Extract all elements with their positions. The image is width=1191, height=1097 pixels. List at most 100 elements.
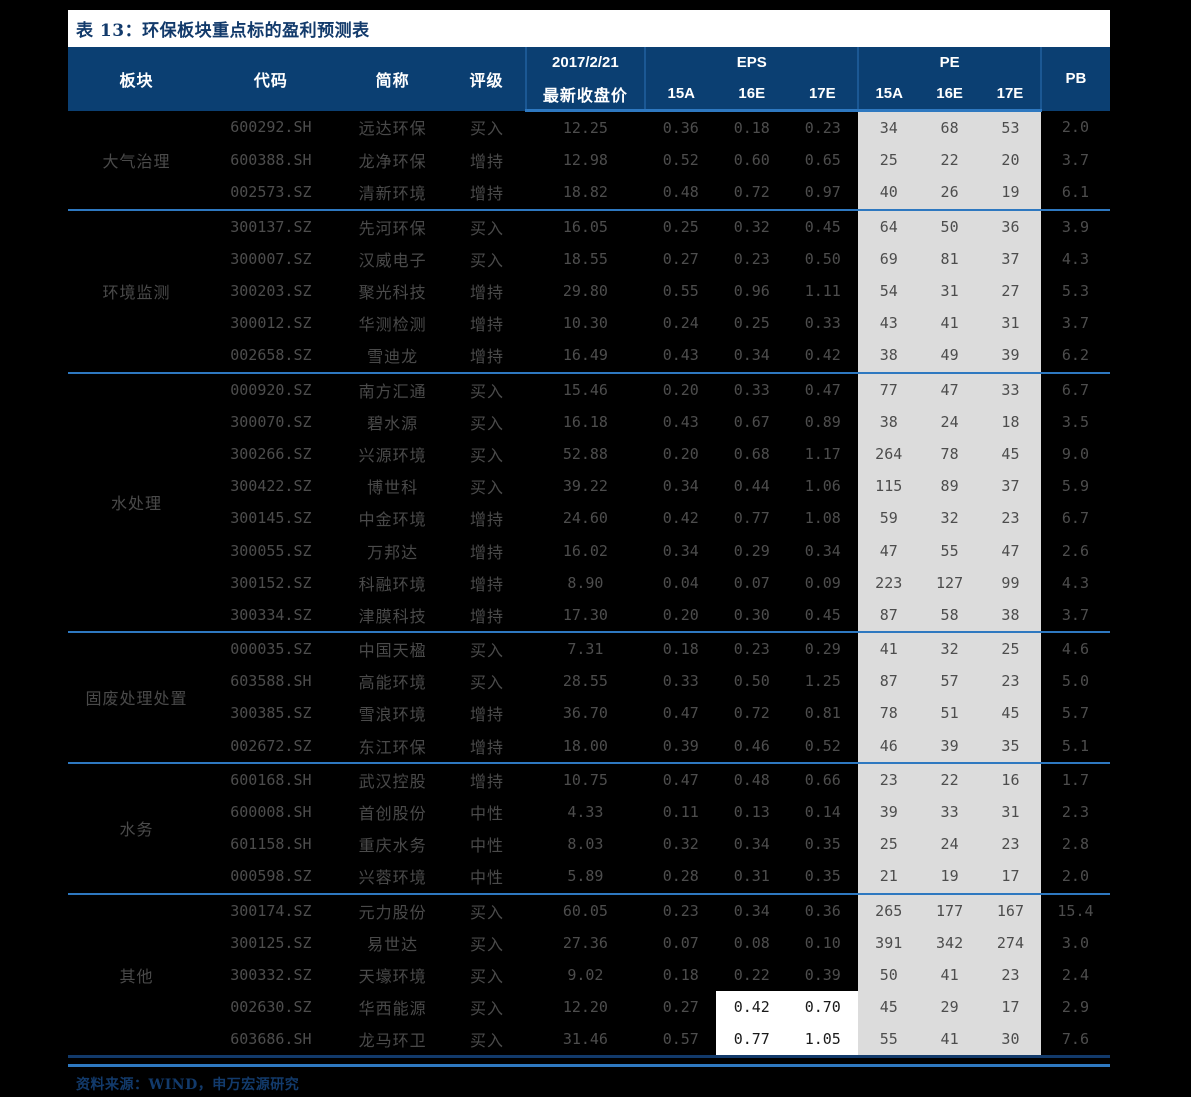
table-row: 300125.SZ 易世达 买入 27.36 0.07 0.08 0.10 391 342 274…	[68, 926, 1110, 959]
cell-rating: 买入	[448, 1023, 526, 1059]
cell-price: 10.30	[525, 307, 646, 340]
cell-eps-15a: 0.18	[645, 958, 717, 992]
cell-rating: 买入	[448, 991, 526, 1024]
cell-pb: 6.2	[1040, 339, 1110, 374]
cell-code: 002672.SZ	[204, 729, 337, 764]
cell-pe-17e: 30	[980, 1023, 1041, 1059]
cell-short-name: 科融环境	[336, 566, 449, 599]
cell-pe-15a: 45	[858, 991, 920, 1024]
table-row: 300334.SZ 津膜科技 增持 17.30 0.20 0.30 0.45 87 58 38 3.…	[68, 598, 1110, 634]
cell-pe-17e: 23	[980, 958, 1041, 992]
cell-pe-17e: 47	[980, 534, 1041, 567]
cell-pb: 5.1	[1040, 729, 1110, 764]
cell-eps-17e: 1.08	[787, 502, 859, 535]
cell-eps-16e: 0.72	[716, 176, 788, 211]
cell-short-name: 远达环保	[336, 110, 449, 145]
cell-eps-15a: 0.20	[645, 437, 717, 471]
cell-pb: 2.0	[1040, 860, 1110, 895]
cell-price: 27.36	[525, 926, 646, 959]
cell-price: 12.98	[525, 144, 646, 177]
cell-eps-17e: 0.39	[787, 958, 859, 992]
cell-code: 000920.SZ	[204, 372, 337, 406]
cell-eps-17e: 0.34	[787, 534, 859, 567]
cell-pe-15a: 59	[858, 502, 920, 535]
page-title: 表 13：环保板块重点标的盈利预测表	[76, 21, 370, 41]
cell-rating: 买入	[448, 372, 526, 406]
cell-rating: 买入	[448, 470, 526, 503]
table-row: 水处理 000920.SZ 南方汇通 买入 15.46 0.20 0.33 0.47 77 47 3…	[68, 372, 1110, 633]
cell-code: 300332.SZ	[204, 958, 337, 992]
cell-pb: 3.7	[1040, 307, 1110, 340]
table-row: 300145.SZ 中金环境 增持 24.60 0.42 0.77 1.08 59 32 23 6.…	[68, 502, 1110, 535]
cell-pe-17e: 16	[980, 762, 1041, 796]
cell-pe-17e: 19	[980, 176, 1041, 211]
cell-eps-17e: 0.42	[787, 339, 859, 374]
cell-pe-16e: 39	[919, 729, 981, 764]
cell-pe-17e: 27	[980, 274, 1041, 308]
cell-pe-15a: 41	[858, 632, 920, 666]
cell-price: 5.89	[525, 860, 646, 895]
cell-code: 603588.SH	[204, 665, 337, 698]
cell-pe-16e: 41	[919, 307, 981, 340]
cell-pe-15a: 78	[858, 697, 920, 730]
table-row: 大气治理 600292.SH 远达环保 买入 12.25 0.36 0.18 0.23 34 68…	[68, 110, 1110, 211]
cell-code: 300422.SZ	[204, 470, 337, 503]
cell-pe-15a: 55	[858, 1023, 920, 1059]
cell-pe-15a: 47	[858, 534, 920, 567]
cell-pe-16e: 50	[919, 209, 981, 243]
cell-price: 10.75	[525, 762, 646, 796]
cell-code: 600008.SH	[204, 795, 337, 829]
sector-group-label: 水务	[68, 762, 205, 895]
cell-short-name: 聚光科技	[336, 274, 449, 308]
cell-rating: 买入	[448, 437, 526, 471]
cell-eps-17e: 1.17	[787, 437, 859, 471]
cell-eps-16e: 0.23	[716, 632, 788, 666]
table-row: 002658.SZ 雪迪龙 增持 16.49 0.43 0.34 0.42 38 49 39 6.2	[68, 339, 1110, 374]
cell-pb: 15.4	[1040, 893, 1110, 927]
cell-price: 52.88	[525, 437, 646, 471]
cell-price: 16.05	[525, 209, 646, 243]
cell-pe-17e: 18	[980, 405, 1041, 438]
cell-pe-17e: 39	[980, 339, 1041, 374]
cell-pe-15a: 64	[858, 209, 920, 243]
header-pe-group: PE	[857, 47, 1041, 78]
cell-eps-15a: 0.07	[645, 926, 717, 959]
cell-short-name: 南方汇通	[336, 372, 449, 406]
cell-price: 16.02	[525, 534, 646, 567]
header-short-name: 简称	[336, 47, 449, 111]
cell-eps-17e: 1.11	[787, 274, 859, 308]
cell-pb: 5.7	[1040, 697, 1110, 730]
cell-pe-16e: 32	[919, 632, 981, 666]
cell-eps-16e: 0.22	[716, 958, 788, 992]
sector-group-label: 固废处理处置	[68, 632, 205, 764]
cell-eps-16e: 0.13	[716, 795, 788, 829]
cell-eps-17e: 0.09	[787, 566, 859, 599]
cell-pe-15a: 25	[858, 144, 920, 177]
cell-eps-17e: 0.50	[787, 242, 859, 275]
cell-short-name: 华西能源	[336, 991, 449, 1024]
cell-price: 39.22	[525, 470, 646, 503]
cell-code: 300203.SZ	[204, 274, 337, 308]
cell-pb: 4.3	[1040, 242, 1110, 275]
cell-pe-15a: 265	[858, 893, 920, 927]
table-row: 300266.SZ 兴源环境 买入 52.88 0.20 0.68 1.17 264 78 45 9…	[68, 437, 1110, 471]
cell-pe-15a: 34	[858, 110, 920, 145]
header-latest-close-price: 最新收盘价	[524, 78, 646, 112]
cell-price: 18.55	[525, 242, 646, 275]
table-row: 603686.SH 龙马环卫 买入 31.46 0.57 0.77 1.05 55 41 30 7.…	[68, 1023, 1110, 1059]
cell-eps-17e: 1.06	[787, 470, 859, 503]
cell-short-name: 元力股份	[336, 893, 449, 927]
cell-pe-16e: 177	[919, 893, 981, 927]
cell-pe-16e: 24	[919, 405, 981, 438]
cell-rating: 增持	[448, 144, 526, 177]
header-pe-17e: 17E	[980, 78, 1041, 112]
cell-code: 300007.SZ	[204, 242, 337, 275]
cell-eps-15a: 0.23	[645, 893, 717, 927]
cell-pb: 6.7	[1040, 502, 1110, 535]
cell-pb: 6.1	[1040, 176, 1110, 211]
cell-eps-16e: 0.32	[716, 209, 788, 243]
cell-pe-17e: 23	[980, 665, 1041, 698]
cell-pe-16e: 29	[919, 991, 981, 1024]
cell-pe-15a: 54	[858, 274, 920, 308]
cell-pe-15a: 38	[858, 405, 920, 438]
